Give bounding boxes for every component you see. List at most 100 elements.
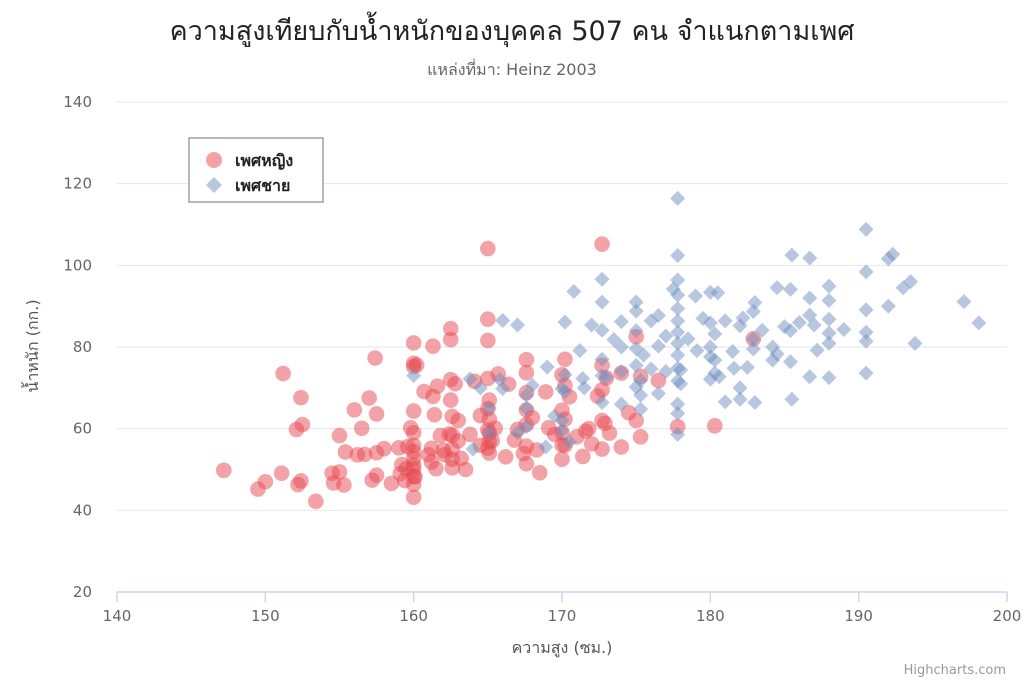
male-point[interactable] (784, 391, 800, 407)
male-point[interactable] (613, 396, 629, 412)
male-point[interactable] (594, 294, 610, 310)
male-point[interactable] (858, 302, 874, 318)
female-point[interactable] (216, 462, 232, 479)
female-point[interactable] (537, 384, 554, 400)
female-point[interactable] (407, 469, 423, 485)
male-point[interactable] (584, 317, 600, 333)
female-point[interactable] (601, 425, 618, 441)
female-point[interactable] (307, 493, 324, 510)
male-point[interactable] (465, 441, 481, 457)
male-point[interactable] (481, 400, 497, 416)
male-point[interactable] (557, 367, 573, 383)
male-point[interactable] (688, 288, 703, 304)
male-point[interactable] (739, 359, 755, 375)
female-point[interactable] (594, 441, 610, 457)
male-point[interactable] (907, 335, 923, 351)
male-point[interactable] (594, 271, 610, 287)
male-point[interactable] (956, 294, 972, 310)
female-point[interactable] (353, 420, 370, 437)
male-point[interactable] (747, 395, 763, 411)
female-point[interactable] (706, 418, 723, 434)
male-point[interactable] (406, 368, 422, 384)
female-point[interactable] (408, 357, 425, 373)
female-point[interactable] (346, 402, 363, 418)
female-point[interactable] (331, 427, 348, 444)
female-point[interactable] (613, 439, 630, 455)
male-point[interactable] (821, 278, 837, 294)
credits-link[interactable]: Highcharts.com (904, 663, 1006, 678)
female-point[interactable] (442, 392, 459, 408)
male-point[interactable] (858, 324, 874, 340)
male-point[interactable] (745, 341, 761, 357)
male-point[interactable] (858, 365, 874, 381)
male-point[interactable] (782, 354, 798, 370)
male-point[interactable] (670, 287, 686, 303)
female-point[interactable] (361, 390, 377, 406)
male-point[interactable] (518, 387, 534, 403)
male-point[interactable] (717, 313, 733, 329)
male-point[interactable] (481, 425, 497, 441)
male-point[interactable] (613, 339, 629, 355)
legend-male-label[interactable]: เพศชาย (235, 176, 290, 195)
female-point[interactable] (594, 236, 610, 252)
male-point[interactable] (726, 360, 742, 376)
male-point[interactable] (858, 333, 874, 349)
male-point[interactable] (903, 274, 919, 290)
female-point[interactable] (518, 351, 535, 368)
male-point[interactable] (495, 312, 511, 328)
male-point[interactable] (670, 426, 686, 442)
male-point[interactable] (495, 381, 511, 397)
female-point[interactable] (423, 440, 440, 457)
male-point[interactable] (971, 315, 987, 331)
female-point[interactable] (376, 440, 392, 457)
male-point[interactable] (673, 362, 689, 378)
male-point[interactable] (821, 311, 837, 327)
female-point[interactable] (442, 331, 459, 348)
male-point[interactable] (670, 396, 686, 412)
female-point[interactable] (480, 240, 496, 257)
male-point[interactable] (633, 372, 649, 388)
male-point[interactable] (802, 290, 818, 306)
male-point[interactable] (707, 352, 723, 368)
female-point[interactable] (294, 416, 311, 433)
male-point[interactable] (658, 328, 674, 344)
male-point[interactable] (554, 413, 570, 428)
male-point[interactable] (633, 401, 649, 417)
female-point[interactable] (480, 332, 496, 349)
male-point[interactable] (566, 283, 582, 299)
female-point[interactable] (337, 444, 354, 460)
female-point[interactable] (331, 464, 348, 480)
female-point[interactable] (275, 365, 291, 382)
male-point[interactable] (628, 323, 644, 339)
female-point[interactable] (480, 311, 496, 328)
male-point[interactable] (710, 285, 726, 301)
female-point[interactable] (426, 406, 443, 423)
male-point[interactable] (689, 343, 705, 359)
male-point[interactable] (557, 384, 573, 400)
male-point[interactable] (673, 376, 689, 392)
male-point[interactable] (707, 326, 723, 342)
male-point[interactable] (472, 380, 488, 396)
female-point[interactable] (574, 448, 591, 465)
female-point[interactable] (554, 451, 570, 468)
male-point[interactable] (885, 246, 901, 262)
male-point[interactable] (510, 425, 525, 441)
female-point[interactable] (594, 382, 610, 398)
female-point[interactable] (273, 465, 290, 481)
male-point[interactable] (524, 377, 540, 393)
male-point[interactable] (782, 281, 798, 297)
female-point[interactable] (628, 412, 644, 429)
male-point[interactable] (836, 321, 852, 337)
male-point[interactable] (554, 423, 570, 439)
male-point[interactable] (628, 303, 644, 319)
male-point[interactable] (658, 364, 674, 379)
male-point[interactable] (711, 369, 727, 385)
female-point[interactable] (405, 489, 422, 506)
male-point[interactable] (732, 391, 748, 407)
female-point[interactable] (632, 429, 649, 445)
male-point[interactable] (702, 315, 718, 331)
female-point[interactable] (450, 412, 466, 429)
male-point[interactable] (745, 331, 761, 347)
male-point[interactable] (572, 343, 588, 359)
female-point[interactable] (557, 351, 573, 368)
